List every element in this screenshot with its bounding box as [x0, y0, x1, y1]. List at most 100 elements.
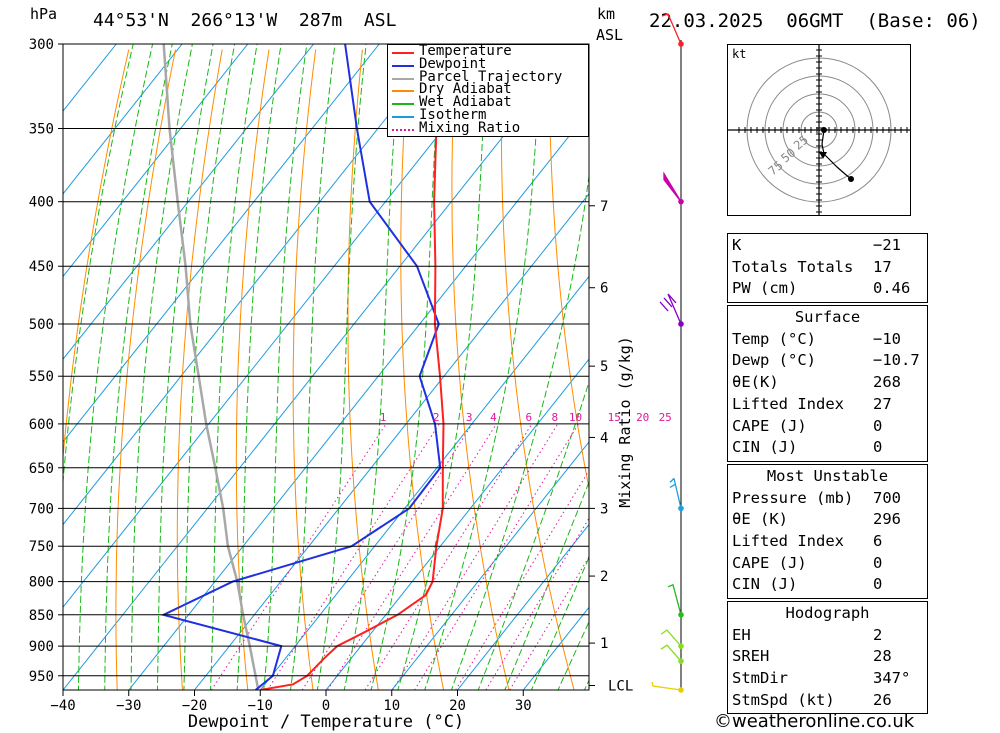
dry-adiabat-line [451, 49, 510, 690]
wet-adiabat-line [343, 44, 402, 690]
plot-frame [62, 43, 590, 691]
wet-adiabat-line [370, 44, 442, 690]
pressure-tick-label: 700 [29, 501, 54, 517]
index-label: θE(K) [732, 373, 779, 392]
wet-adiabat-line [130, 44, 193, 690]
index-block: Most Unstable Pressure (mb) 700 θE (K) 296 Li… [727, 463, 928, 599]
wet-adiabat-line [450, 172, 589, 690]
index-label: Pressure (mb) [732, 488, 854, 507]
height-tick-label: 2 [600, 569, 608, 585]
wet-adiabat-line [530, 556, 589, 690]
temperature-tick-label: 10 [383, 698, 400, 714]
wet-adiabat-line [104, 44, 173, 690]
legend-label: Dry Adiabat [419, 81, 512, 98]
isotherm-line [63, 44, 512, 609]
mixing-ratio-line [364, 423, 533, 690]
isotherm-line [63, 44, 380, 443]
index-label: Lifted Index [732, 531, 844, 550]
index-value: 28 [873, 647, 892, 666]
index-value: 268 [873, 373, 901, 392]
height-axis: 7 6 5 4 3 2 1 LCL [589, 199, 633, 694]
mixing-ratio-labels: 1 2 3 4 6 8 10 15 20 25 [380, 411, 672, 424]
legend-label: Parcel Trajectory [419, 68, 563, 85]
dry-adiabat-line [643, 50, 700, 691]
isotherm-line [259, 275, 589, 690]
mixing-ratio-tick-label: 8 [551, 411, 558, 424]
index-value: −10.7 [873, 351, 920, 370]
dry-adiabat-line [292, 49, 317, 690]
index-row: StmSpd (kt) 26 [732, 690, 923, 712]
index-value: 0 [873, 438, 883, 457]
index-value: 27 [873, 394, 892, 413]
hodograph-end-point [848, 176, 854, 182]
pressure-tick-label: 550 [29, 369, 54, 385]
legend-swatch [392, 116, 414, 118]
index-label: StmSpd (kt) [732, 690, 835, 709]
pressure-tick-label: 900 [29, 639, 54, 655]
wet-adiabat-line [209, 44, 258, 690]
height-tick-label: 6 [600, 281, 608, 297]
index-row: Dewp (°C) −10.7 [732, 350, 923, 372]
legend-item: Parcel Trajectory [388, 68, 588, 85]
legend-swatch [392, 64, 414, 67]
isotherm-line [0, 44, 51, 690]
isotherm-line [63, 44, 117, 112]
legend-swatch [392, 128, 414, 131]
storm-motion-marker [819, 152, 827, 159]
pressure-tick-label: 450 [29, 259, 54, 275]
legend-item: Wet Adiabat [388, 95, 588, 110]
wind-level-marker [678, 505, 684, 512]
legend-label: Dewpoint [419, 55, 487, 72]
index-row: CIN (J) 0 [732, 574, 923, 596]
dry-adiabat-line [548, 49, 589, 491]
isotherm-line [63, 44, 249, 278]
wind-profile [651, 13, 684, 693]
legend-label: Mixing Ratio [419, 119, 521, 136]
height-tick-label: 4 [600, 430, 608, 446]
index-block: Hodograph EH 2 SREH 28 StmDir 347° StmSpd (kt) 2… [727, 601, 928, 715]
temperature-line [260, 44, 445, 690]
wet-adiabat-line [316, 44, 367, 690]
index-label: Lifted Index [732, 394, 844, 413]
wind-barb [651, 681, 682, 691]
index-row: StmDir 347° [732, 668, 923, 690]
isobar-lines [63, 43, 589, 677]
hodograph-unit: kt [732, 47, 746, 61]
height-tick-label: 1 [600, 636, 608, 652]
index-block-title: Surface [794, 308, 861, 327]
height-tick-label: 3 [600, 501, 608, 517]
legend-item: Dewpoint [388, 55, 588, 72]
index-label: StmDir [732, 669, 788, 688]
index-value: 6 [873, 531, 883, 550]
wet-adiabat-line [183, 44, 236, 690]
legend-label: Isotherm [419, 107, 487, 123]
isotherm-line [63, 44, 446, 526]
mixing-ratio-axis-label: Mixing Ratio (g/kg) [616, 336, 634, 508]
mixing-ratio-tick-label: 10 [569, 411, 582, 424]
dry-adiabat-line [176, 49, 223, 690]
index-row: SREH 28 [732, 646, 923, 668]
pressure-tick-label: 600 [29, 417, 54, 433]
index-row: Lifted Index 6 [732, 531, 923, 553]
index-label: θE (K) [732, 510, 788, 529]
index-label: CAPE (J) [732, 416, 807, 435]
index-label: CAPE (J) [732, 553, 807, 572]
index-row: Lifted Index 27 [732, 394, 923, 416]
index-label: CIN (J) [732, 575, 798, 594]
isotherm-line [457, 523, 589, 690]
index-value: 2 [873, 625, 883, 644]
mixing-ratio-tick-label: 20 [636, 411, 649, 424]
index-label: EH [732, 625, 751, 644]
x-axis-label: Dewpoint / Temperature (°C) [188, 712, 464, 732]
isotherm-line [391, 441, 589, 690]
asl-unit-label: ASL [596, 26, 624, 44]
dry-adiabat-line [63, 49, 130, 462]
index-row: Totals Totals 17 [732, 257, 923, 279]
index-row: Pressure (mb) 700 [732, 488, 923, 510]
legend-swatch [392, 52, 414, 54]
wind-barb [660, 629, 682, 647]
dry-adiabat-line [690, 50, 701, 691]
index-value: −21 [873, 236, 901, 254]
dry-adiabat-line [347, 49, 379, 690]
wet-adiabat-line [477, 380, 589, 690]
